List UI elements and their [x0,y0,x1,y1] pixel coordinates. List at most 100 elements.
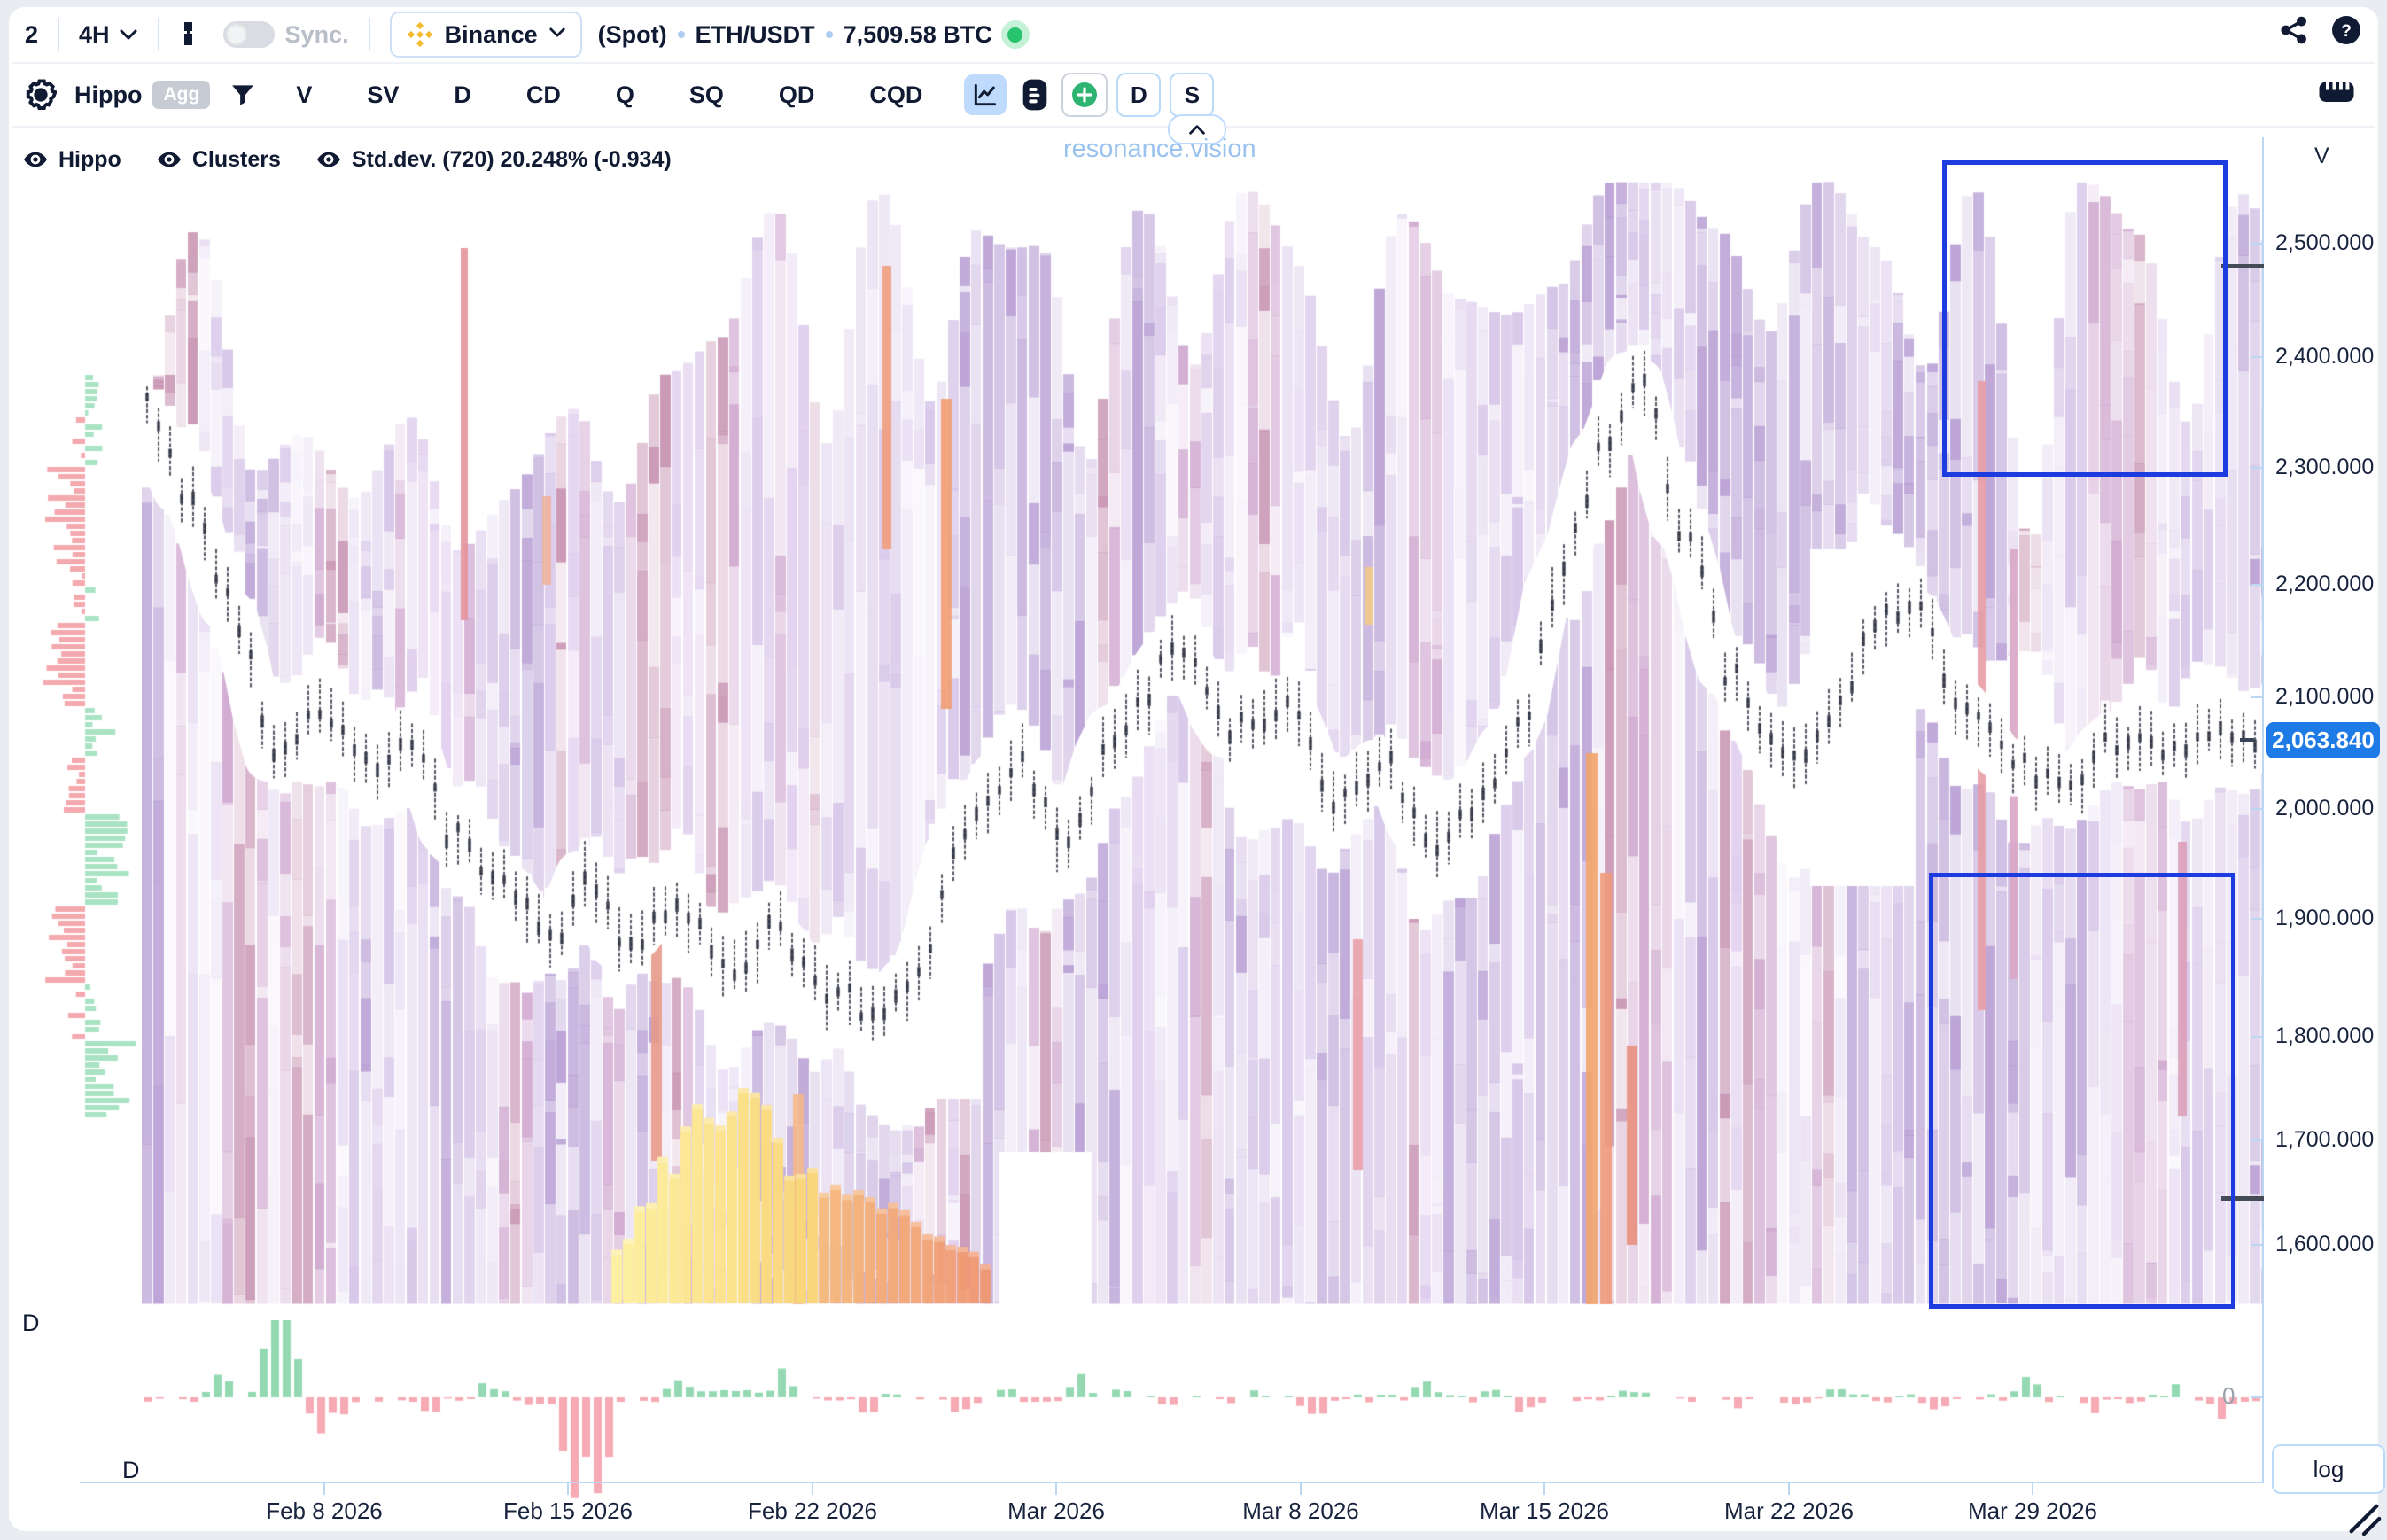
toggle-knob [225,24,247,45]
price-tick [2251,808,2262,810]
date-tick-label: Mar 15 2026 [1480,1497,1609,1524]
collapse-toolbar-button[interactable] [1168,114,1226,144]
price-tick-label: 2,300.000 [2275,455,2375,479]
legend-label: Clusters [191,146,281,172]
price-tick-label: 1,800.000 [2275,1023,2375,1048]
date-tick [1055,1482,1057,1495]
drawn-rectangle[interactable] [1929,873,2235,1309]
price-tick-label: 2,100.000 [2275,684,2375,709]
price-tick [2251,696,2262,698]
mode-button-cd[interactable]: CD [525,81,561,108]
delta-zero-tick [2251,1396,2262,1398]
exchange-select[interactable]: Binance [389,12,582,58]
mode-button-q[interactable]: Q [615,81,634,108]
log-scale-button[interactable]: log [2272,1444,2385,1494]
price-tick-label: 2,400.000 [2275,344,2375,369]
legend-label: Std.dev. (720) 20.248% (-0.934) [351,146,672,172]
legend-item[interactable]: Clusters [157,147,281,173]
price-tick-label: 2,500.000 [2275,230,2375,255]
date-tick-label: Mar 29 2026 [1968,1497,2097,1524]
chart-view-button[interactable] [964,74,1007,115]
date-tick [1300,1482,1302,1495]
date-tick-label: Mar 22 2026 [1724,1497,1854,1524]
top-bar: 2 4H Sync. [12,9,2375,60]
mode-button-cqd[interactable]: CQD [869,81,923,108]
price-tick-label: 1,700.000 [2275,1127,2375,1152]
price-tick [2251,1036,2262,1038]
axis-handle[interactable] [2221,264,2264,268]
share-icon[interactable] [2279,15,2309,45]
volume-profile-canvas [35,368,151,1123]
orderbook-icon[interactable] [1021,78,1049,112]
date-tick-label: Mar 8 2026 [1242,1497,1359,1524]
candles-icon[interactable] [179,19,206,50]
status-dot [1000,20,1030,49]
price-tick-label: 1,900.000 [2275,906,2375,930]
eye-icon[interactable] [316,147,341,172]
s-mode-button[interactable]: S [1170,73,1215,117]
mode-button-sv[interactable]: SV [367,81,400,108]
mode-button-qd[interactable]: QD [778,81,815,108]
help-icon[interactable]: ? [2330,14,2362,46]
timeframe-value: 4H [79,20,110,48]
legend-label: Hippo [58,146,121,172]
exchange-name: Binance [444,20,538,48]
eye-icon[interactable] [23,147,48,172]
window-number: 2 [25,20,39,48]
delta-histogram-canvas[interactable] [137,1320,2262,1506]
date-tick [1788,1482,1790,1495]
chevron-down-icon [548,27,566,43]
divider [157,18,159,51]
price-axis-letter: V [2314,144,2329,168]
price-tick [2251,467,2262,469]
ruler-icon[interactable] [2318,78,2355,109]
divider [368,18,370,51]
price-axis-line[interactable] [2262,137,2264,1483]
time-axis-line[interactable] [80,1482,2264,1483]
add-button[interactable] [1061,73,1108,117]
chart-legend: Hippo Clusters Std.dev. (720) 20.248% (-0.… [23,140,672,179]
price-tick-label: 2,000.000 [2275,796,2375,821]
last-price-tick [2240,738,2254,742]
date-tick [323,1482,325,1495]
volume-label: 7,509.58 BTC [843,20,992,48]
price-tick-label: 1,600.000 [2275,1232,2375,1256]
resize-handle-icon[interactable] [2346,1501,2382,1540]
legend-item[interactable]: Std.dev. (720) 20.248% (-0.934) [316,147,672,173]
date-tick [2032,1482,2033,1495]
date-tick [812,1482,813,1495]
indicator-name: Hippo [74,81,143,108]
eye-icon[interactable] [157,147,182,172]
gear-icon[interactable] [25,79,57,111]
bottom-axis-letter: D [122,1457,140,1483]
indicator-toolbar: Hippo Agg V SV D CD Q SQ QD CQD D S [12,64,2375,126]
heatmap-canvas[interactable] [142,174,2263,1306]
sync-toggle[interactable] [222,21,275,48]
axis-handle[interactable] [2221,1196,2264,1201]
price-tick [2251,356,2262,358]
current-price-tag: 2,063.840 [2266,722,2380,758]
mode-button-v[interactable]: V [296,81,313,108]
timeframe-select[interactable]: 4H [79,21,138,49]
dot-separator [677,31,685,38]
dot-separator [825,31,833,38]
market-type: (Spot) [597,20,667,48]
mode-button-sq[interactable]: SQ [688,81,724,108]
agg-badge: Agg [152,81,211,109]
divider [12,62,2375,64]
drawn-rectangle[interactable] [1942,160,2228,477]
pair-label: ETH/USDT [695,20,815,48]
mode-button-d[interactable]: D [454,81,471,108]
d-mode-button[interactable]: D [1116,73,1162,117]
date-tick-label: Feb 8 2026 [266,1497,383,1524]
mode-buttons: V SV D CD Q SQ QD CQD [268,82,950,109]
legend-item[interactable]: Hippo [23,147,121,173]
filter-icon[interactable] [229,82,256,108]
price-tick [2251,1244,2262,1246]
price-tick [2251,1139,2262,1141]
divider [58,18,60,51]
date-tick-label: Mar 2026 [1007,1497,1105,1524]
delta-pane-letter: D [22,1310,40,1336]
topbar-actions: ? [2279,14,2362,46]
